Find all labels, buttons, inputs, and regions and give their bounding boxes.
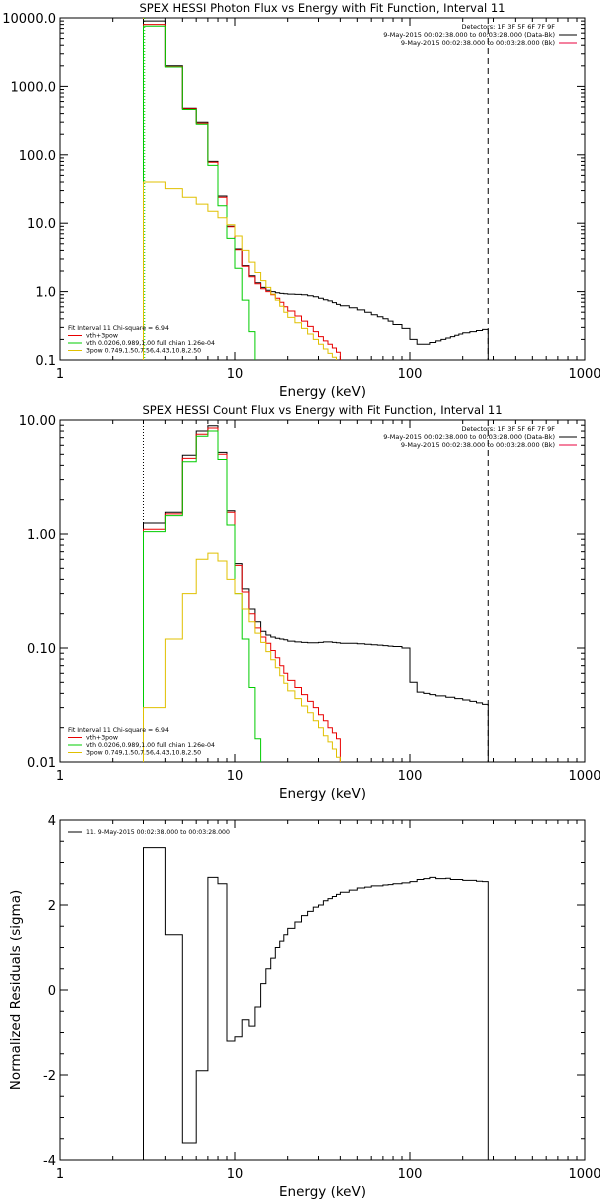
y-tick-label: 10000.0	[2, 12, 56, 27]
legend-entry: 9-May-2015 00:02:38.000 to 00:03:28.000 …	[401, 39, 555, 47]
legend-entry: Fit Interval 11 Chi-square = 6.94	[68, 727, 169, 734]
series-line-3	[143, 552, 341, 762]
series-line-2	[143, 430, 262, 762]
series-line-0	[143, 20, 489, 360]
legend-entry: 9-May-2015 00:02:38.000 to 00:03:28.000 …	[383, 31, 555, 39]
x-axis-label: Energy (keV)	[279, 384, 366, 400]
x-tick-label: 10	[227, 769, 244, 784]
x-axis-label: Energy (keV)	[279, 786, 366, 802]
y-tick-label: 10.0	[27, 217, 56, 232]
chart-title: SPEX HESSI Count Flux vs Energy with Fit…	[142, 403, 502, 417]
series-line-2	[143, 25, 256, 360]
y-tick-label: -2	[43, 1069, 56, 1084]
y-axis-label: Normalized Residuals (sigma)	[8, 890, 24, 1091]
plot-frame	[59, 17, 586, 361]
legend-entry: 9-May-2015 00:02:38.000 to 00:03:28.000 …	[401, 441, 555, 449]
y-tick-label: 1000.0	[11, 80, 57, 95]
series-line-0	[143, 847, 489, 1160]
series-line-3	[143, 181, 337, 360]
x-tick-label: 100	[398, 1167, 423, 1182]
legend-entry: vth+3pow	[86, 333, 118, 340]
x-tick-label: 10	[227, 1167, 244, 1182]
x-tick-label: 1000	[568, 1167, 600, 1182]
legend-entry: 9-May-2015 00:02:38.000 to 00:03:28.000 …	[383, 433, 555, 441]
x-tick-label: 1000	[568, 367, 600, 382]
plot-frame	[59, 819, 586, 1161]
y-tick-label: -4	[43, 1154, 56, 1169]
x-tick-label: 100	[398, 769, 423, 784]
y-tick-label: 0.10	[27, 642, 56, 657]
legend-entry: vth 0.0206,0.989,1.00 full chian 1.26e-0…	[86, 340, 215, 347]
legend-entry: Fit Interval 11 Chi-square = 6.94	[68, 325, 169, 332]
legend-entry: 11. 9-May-2015 00:02:38.000 to 00:03:28.…	[86, 829, 230, 836]
series-line-0	[143, 425, 489, 762]
x-tick-label: 1	[56, 769, 64, 784]
x-tick-label: 10	[227, 367, 244, 382]
chart-title: SPEX HESSI Photon Flux vs Energy with Fi…	[139, 1, 505, 15]
plot-frame	[59, 419, 586, 763]
legend-entry: Detectors: 1F 3F 5F 6F 7F 9F	[461, 23, 555, 31]
y-tick-label: 0.01	[27, 756, 56, 771]
series-line-1	[143, 427, 341, 762]
legend-entry: vth 0.0206,0.989,1.00 full chian 1.26e-0…	[86, 742, 215, 749]
x-tick-label: 100	[398, 367, 423, 382]
legend-entry: Detectors: 1F 3F 5F 6F 7F 9F	[461, 425, 555, 433]
legend-entry: vth+3pow	[86, 735, 118, 742]
y-tick-label: 10.00	[19, 414, 56, 429]
x-axis-label: Energy (keV)	[279, 1184, 366, 1200]
legend-entry: 3pow 0.749,1.50,7.56,4.43,10.8,2.50	[86, 750, 201, 757]
y-tick-label: 100.0	[19, 149, 56, 164]
y-tick-label: 1.00	[27, 528, 56, 543]
x-tick-label: 1	[56, 1167, 64, 1182]
series-line-1	[143, 24, 341, 360]
y-tick-label: 4	[48, 814, 56, 829]
legend-entry: 3pow 0.749,1.50,7.56,4.43,10.8,2.50	[86, 348, 201, 355]
y-tick-label: 0.1	[35, 354, 56, 369]
x-tick-label: 1000	[568, 769, 600, 784]
y-tick-label: 1.0	[35, 286, 56, 301]
y-tick-label: 0	[48, 984, 56, 999]
x-tick-label: 1	[56, 367, 64, 382]
y-tick-label: 2	[48, 899, 56, 914]
